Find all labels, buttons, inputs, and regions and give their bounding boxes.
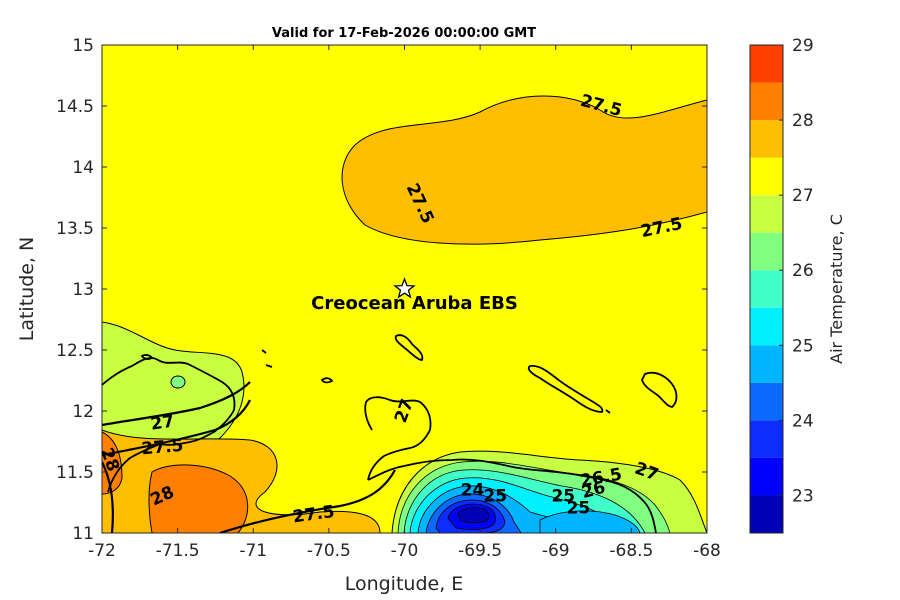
hot-region-southwest-1: [102, 431, 123, 495]
islet-5: [140, 354, 154, 360]
colorbar-tick-label: 24: [792, 411, 814, 431]
cool-region-southeast-east: [539, 510, 641, 533]
venezuela-coast: [367, 458, 657, 533]
contour-label: 25: [551, 486, 575, 506]
colorbar-tick-label: 29: [792, 36, 814, 56]
colorbar-tick-label: 25: [792, 336, 814, 356]
colorbar-label: Air Temperature, C: [827, 214, 846, 364]
y-tick-label: 13: [72, 280, 94, 300]
colorbar-swatch: [750, 457, 783, 496]
plot-title: Valid for 17-Feb-2026 00:00:00 GMT: [272, 26, 536, 41]
x-tick-label: -69: [542, 541, 570, 561]
plot-area: [102, 45, 707, 533]
x-tick-label: -70.5: [307, 541, 351, 561]
colorbar-swatch: [750, 382, 783, 421]
y-tick-label: 12.5: [56, 341, 94, 361]
colorbar-swatch: [750, 195, 783, 233]
colorbar-swatch: [750, 345, 783, 383]
contour-line-28-west: [102, 461, 114, 533]
warm-region-north: [341, 95, 707, 245]
contour-label: 27: [149, 412, 175, 435]
colorbar-swatch: [750, 45, 783, 83]
cool-region-southeast-22.5: [457, 507, 490, 524]
bonaire-island: [641, 371, 678, 408]
colorbar: 23 24 25 26 27 28 29: [749, 36, 814, 534]
aruba-island: [394, 334, 424, 361]
y-tick-label: 12: [72, 402, 94, 422]
x-tick-label: -71: [239, 541, 267, 561]
paraguana-coast: [364, 396, 432, 481]
station-label: Creocean Aruba EBS: [311, 293, 518, 314]
colorbar-tick-label: 23: [792, 486, 814, 506]
x-tick-label: -72: [88, 541, 116, 561]
colorbar-tick-label: 26: [792, 261, 814, 281]
contour-label: 25: [483, 486, 507, 506]
x-axis: -72 -71.5 -71 -70.5 -70 -69.5 -69 -68.5 -68: [88, 45, 721, 561]
y-tick-label: 15: [72, 36, 94, 56]
y-tick-label: 14: [72, 158, 94, 178]
x-tick-label: -68: [693, 541, 721, 561]
y-tick-label: 14.5: [56, 97, 94, 117]
contour-line-27-west: [102, 381, 251, 427]
guajira-coast: [102, 357, 236, 446]
gulf-coast: [107, 443, 161, 493]
colorbar-swatch: [750, 270, 783, 308]
x-tick-label: -71.5: [156, 541, 200, 561]
colorbar-frame: [749, 44, 784, 534]
colorbar-swatch: [750, 82, 783, 121]
colorbar-tick-label: 28: [792, 111, 814, 131]
islet-3: [320, 377, 334, 384]
x-tick-label: -68.5: [609, 541, 653, 561]
y-axis: 11 11.5 12 12.5 13 13.5 14 14.5 15: [56, 36, 707, 544]
x-tick-label: -69.5: [458, 541, 502, 561]
islet-2: [265, 364, 273, 368]
colorbar-swatch: [750, 232, 783, 271]
contour-line-27.5-south: [219, 469, 396, 533]
x-tick-label: -70: [391, 541, 419, 561]
contour-label: 24: [461, 480, 485, 500]
colorbar-tick-label: 27: [792, 186, 814, 206]
colorbar-swatch: [750, 495, 783, 533]
y-tick-label: 13.5: [56, 219, 94, 239]
colorbar-swatch: [750, 120, 783, 158]
coastlines: [102, 334, 678, 533]
y-tick-label: 11.5: [56, 463, 94, 483]
contour-label: 25: [567, 499, 591, 519]
hot-region-southwest-2: [148, 464, 249, 533]
colorbar-swatch: [750, 420, 783, 458]
islet-4: [605, 409, 611, 414]
colorbar-swatch: [750, 157, 783, 196]
curacao-island: [527, 365, 604, 413]
contour-line-27.5-west: [102, 399, 251, 457]
y-axis-label: Latitude, N: [16, 237, 38, 342]
x-axis-label: Longitude, E: [345, 573, 464, 595]
y-tick-label: 11: [72, 524, 94, 544]
colorbar-swatch: [750, 307, 783, 346]
station-star-icon: [393, 277, 416, 299]
cool-spot-west: [170, 375, 186, 389]
contour-label: 27.5: [141, 436, 185, 460]
station-marker: Creocean Aruba EBS: [311, 277, 518, 314]
islet-1: [261, 349, 267, 354]
